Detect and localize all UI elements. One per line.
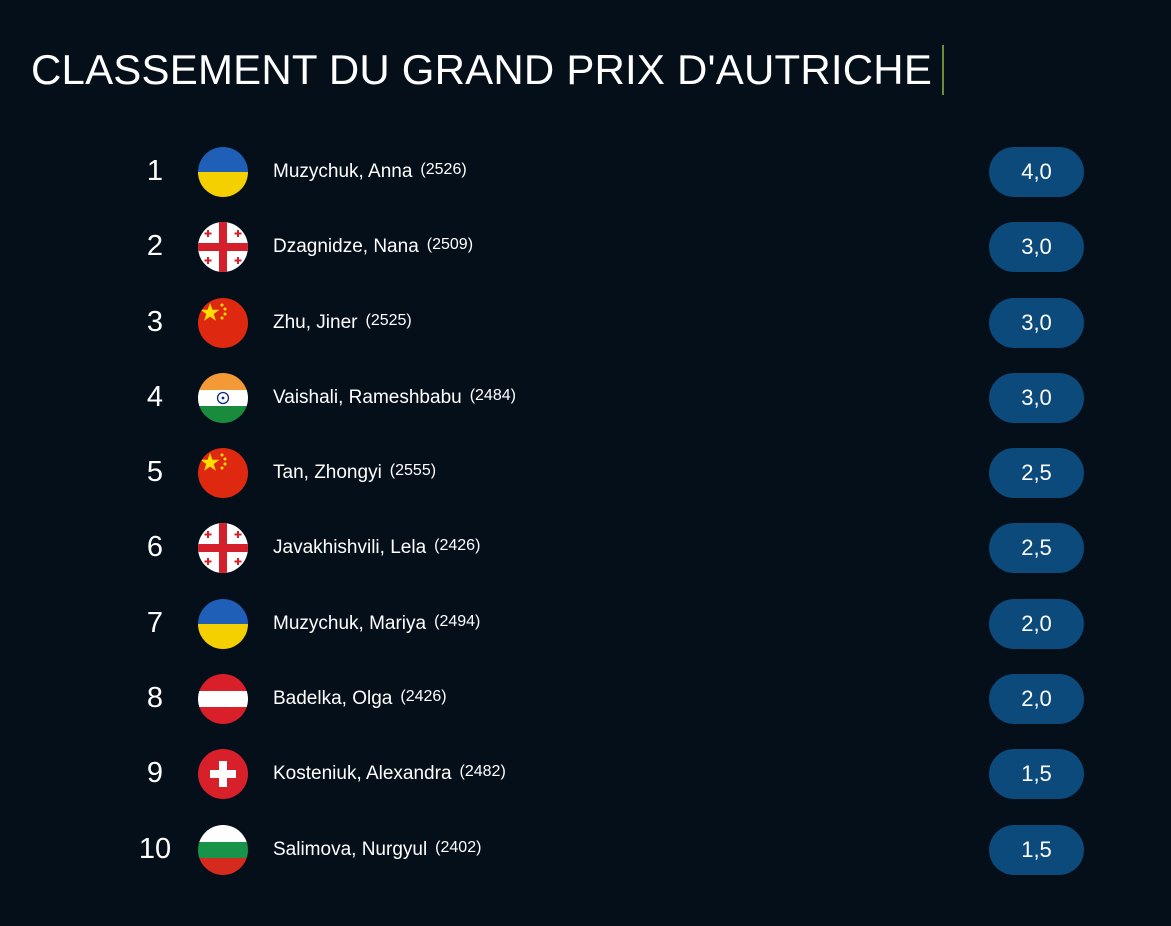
score-badge: 2,0 — [989, 674, 1084, 725]
score-badge: 1,5 — [989, 749, 1084, 800]
standing-row: 3 Zhu, Jiner (2525) 3,0 — [0, 285, 1171, 360]
austria-flag-icon — [198, 674, 248, 725]
score-badge: 3,0 — [989, 222, 1084, 273]
rank-number: 4 — [146, 380, 164, 413]
score-badge: 4,0 — [989, 147, 1084, 197]
score-badge: 1,5 — [989, 824, 1084, 875]
rank-number: 1 — [146, 155, 164, 187]
player-name-text: Kosteniuk, Alexandra — [273, 763, 452, 785]
rank-number: 10 — [138, 832, 172, 865]
score-badge: 2,5 — [989, 523, 1084, 574]
standing-row: 9 Kosteniuk, Alexandra (2482) 1,5 — [0, 736, 1171, 811]
player-name-text: Salimova, Nurgyul — [273, 838, 428, 860]
player-name: Muzychuk, Anna (2526) — [273, 134, 467, 209]
rank-number: 6 — [146, 531, 164, 564]
standing-row: 1 Muzychuk, Anna (2526) 4,0 — [0, 134, 1171, 209]
georgia-flag-icon — [198, 523, 248, 574]
player-name: Muzychuk, Mariya (2494) — [273, 586, 480, 661]
title-bar: CLASSEMENT DU GRAND PRIX D'AUTRICHE — [31, 44, 945, 96]
text-cursor — [942, 45, 945, 95]
georgia-flag-icon — [198, 222, 248, 273]
player-rating: (2484) — [469, 386, 516, 404]
player-rating: (2426) — [434, 537, 481, 555]
player-name: Dzagnidze, Nana (2509) — [273, 209, 473, 284]
player-name: Badelka, Olga (2426) — [273, 661, 447, 736]
standing-row: 7 Muzychuk, Mariya (2494) 2,0 — [0, 586, 1171, 661]
rank-number: 5 — [146, 456, 164, 489]
china-flag-icon — [198, 297, 248, 348]
rank-number: 7 — [146, 606, 164, 639]
switzerland-flag-icon — [198, 749, 248, 800]
standing-row: 2 Dzagnidze, Nana (2509) 3,0 — [0, 209, 1171, 284]
score-badge: 2,5 — [989, 448, 1084, 499]
player-name: Javakhishvili, Lela (2426) — [273, 510, 480, 585]
india-flag-icon — [198, 372, 248, 423]
score-badge: 3,0 — [989, 372, 1084, 423]
ukraine-flag-icon — [198, 147, 248, 197]
page-title: CLASSEMENT DU GRAND PRIX D'AUTRICHE — [31, 46, 933, 93]
standing-row: 8 Badelka, Olga (2426) 2,0 — [0, 661, 1171, 736]
standing-row: 4 Vaishali, Rameshbabu (2484) 3,0 — [0, 360, 1171, 435]
standings-list: 1 Muzychuk, Anna (2526) 4,0 2 Dzagnidze, … — [0, 134, 1171, 887]
player-rating: (2526) — [420, 161, 467, 178]
player-name-text: Vaishali, Rameshbabu — [273, 386, 462, 408]
player-name: Kosteniuk, Alexandra (2482) — [273, 736, 506, 811]
ukraine-flag-icon — [198, 598, 248, 649]
player-rating: (2402) — [435, 838, 482, 856]
bulgaria-flag-icon — [198, 824, 248, 875]
player-name-text: Badelka, Olga — [273, 688, 393, 710]
player-rating: (2426) — [400, 688, 447, 706]
player-name-text: Zhu, Jiner — [273, 311, 358, 333]
player-rating: (2525) — [365, 311, 412, 329]
player-name-text: Muzychuk, Anna — [273, 161, 413, 182]
standing-row: 6 Javakhishvili, Lela (2426) 2,5 — [0, 510, 1171, 585]
player-name: Vaishali, Rameshbabu (2484) — [273, 360, 516, 435]
standing-row: 5 Tan, Zhongyi (2555) 2,5 — [0, 435, 1171, 510]
player-name-text: Tan, Zhongyi — [273, 462, 382, 484]
player-rating: (2482) — [459, 763, 506, 781]
player-name-text: Javakhishvili, Lela — [273, 537, 427, 559]
player-name-text: Muzychuk, Mariya — [273, 612, 427, 634]
score-badge: 2,0 — [989, 598, 1084, 649]
player-rating: (2555) — [389, 462, 437, 480]
rank-number: 9 — [146, 757, 164, 790]
score-badge: 3,0 — [989, 297, 1084, 348]
player-rating: (2494) — [434, 612, 481, 630]
rank-number: 3 — [146, 305, 164, 338]
player-name: Zhu, Jiner (2525) — [273, 285, 412, 360]
standing-row: 10 Salimova, Nurgyul (2402) 1,5 — [0, 812, 1171, 887]
rank-number: 8 — [146, 682, 164, 715]
player-name-text: Dzagnidze, Nana — [273, 236, 419, 258]
rank-number: 2 — [146, 230, 164, 263]
player-name: Tan, Zhongyi (2555) — [273, 435, 436, 510]
player-rating: (2509) — [426, 236, 474, 254]
china-flag-icon — [198, 448, 248, 499]
player-name: Salimova, Nurgyul (2402) — [273, 812, 481, 887]
